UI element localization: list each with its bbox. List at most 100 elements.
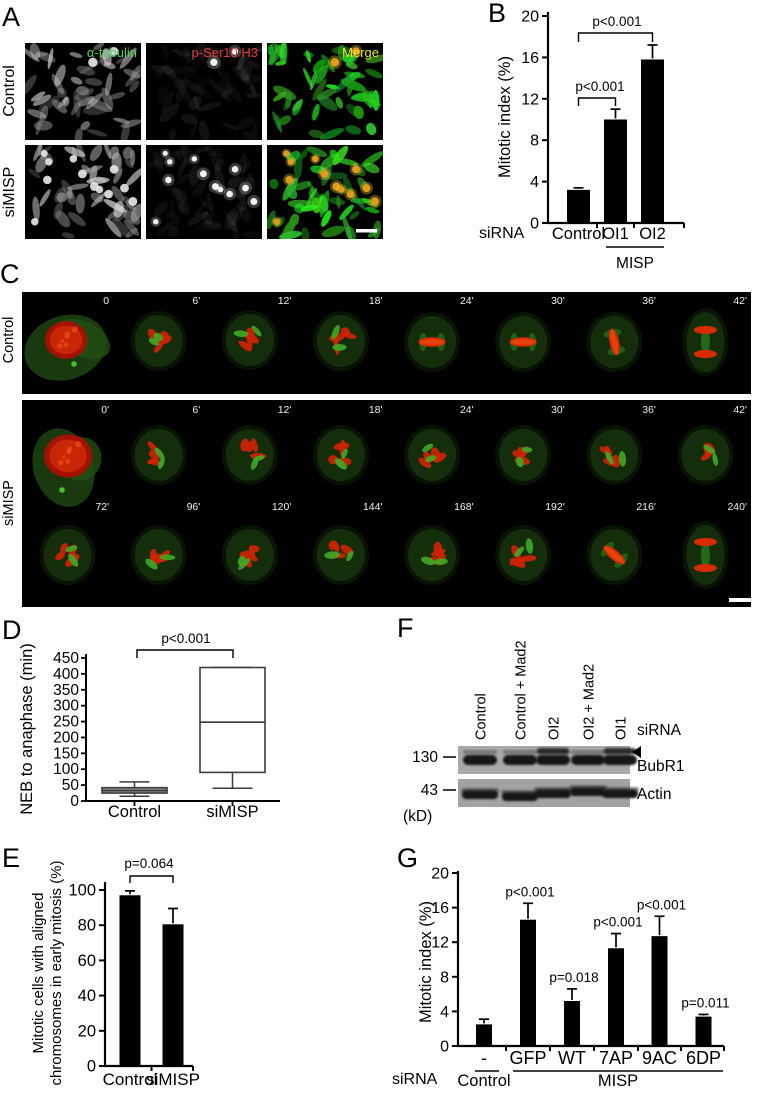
panel-a-scale-bar (356, 229, 377, 233)
svg-text:250: 250 (53, 714, 79, 731)
svg-text:36': 36' (642, 295, 656, 307)
svg-text:-: - (481, 1048, 487, 1068)
panel-a-col-label-tubulin: α-tubulin (86, 45, 137, 60)
svg-text:0: 0 (440, 1039, 449, 1056)
panel-b-y-axis-title: Mitotic index (%) (496, 56, 514, 178)
svg-text:6DP: 6DP (686, 1048, 721, 1068)
svg-text:OI2: OI2 (639, 225, 666, 243)
svg-text:4: 4 (440, 1004, 449, 1021)
panel-e-y-axis-title-line1: Mitotic cells with aligned (30, 892, 47, 1054)
svg-text:6': 6' (192, 404, 200, 416)
svg-text:OI1: OI1 (614, 717, 630, 740)
panel-g-group-label-misp: MISP (597, 1072, 639, 1090)
svg-text:16: 16 (431, 900, 449, 917)
svg-text:8: 8 (440, 969, 449, 986)
svg-text:0: 0 (87, 1058, 96, 1076)
panel-e-label: E (2, 843, 21, 873)
svg-text:Control: Control (474, 693, 490, 740)
svg-text:0: 0 (70, 793, 79, 810)
panel-f-blot: Control Control + Mad2 OI2 OI2 + Mad2 OI1 (443, 640, 641, 807)
svg-text:144': 144' (363, 501, 383, 513)
panel-f-band-label-bubr1: BubR1 (637, 758, 685, 775)
panel-e-y-axis-title: Mitotic cells with aligned chromosomes i… (30, 853, 66, 1093)
panel-g-y-axis-title: Mitotic index (%) (417, 901, 435, 1023)
panel-f-sirna-label: siRNA (637, 722, 681, 739)
panel-a-row-label-control: Control (1, 65, 18, 117)
panel-c-row-label-control: Control (1, 316, 17, 364)
micrograph-a-1-tubulin (25, 145, 141, 239)
timelapse-control-strip (22, 292, 751, 394)
micrograph-a-0-pser10h3 (146, 43, 262, 140)
svg-text:400: 400 (53, 666, 79, 683)
svg-text:4: 4 (530, 174, 539, 191)
svg-text:OI1: OI1 (602, 225, 629, 243)
svg-text:p<0.001: p<0.001 (637, 897, 686, 912)
svg-text:20: 20 (431, 866, 449, 883)
svg-text:Control: Control (552, 225, 605, 243)
panel-g-group-label-control: Control (457, 1072, 511, 1090)
panel-c-row-label-simisp: siMISP (1, 480, 17, 526)
svg-text:siMISP: siMISP (206, 803, 258, 821)
svg-text:12': 12' (278, 295, 292, 307)
svg-text:96': 96' (187, 501, 201, 513)
svg-text:Control: Control (103, 1070, 158, 1089)
svg-text:42': 42' (733, 404, 747, 416)
svg-text:40: 40 (78, 987, 96, 1005)
svg-text:30': 30' (551, 404, 565, 416)
panel-f-label: F (397, 613, 414, 643)
panel-g-sirna-label: siRNA (392, 1071, 438, 1088)
panel-a-col-label-pser10h3: p-Ser10 H3 (191, 45, 258, 60)
svg-text:Control + Mad2: Control + Mad2 (514, 640, 530, 740)
svg-text:50: 50 (62, 777, 80, 794)
panel-d-y-axis-title: NEB to anaphase (min) (18, 643, 36, 815)
svg-text:216': 216' (636, 501, 656, 513)
svg-text:80: 80 (78, 917, 96, 935)
svg-text:30': 30' (551, 295, 565, 307)
svg-text:100: 100 (68, 882, 96, 900)
micrograph-a-0-tubulin (25, 43, 141, 140)
svg-text:20: 20 (521, 9, 539, 26)
svg-text:120': 120' (272, 501, 292, 513)
svg-text:p<0.001: p<0.001 (592, 14, 641, 29)
panel-a-col-label-merge: Merge (342, 45, 379, 60)
svg-text:12: 12 (521, 91, 539, 108)
svg-text:p<0.001: p<0.001 (505, 884, 554, 899)
svg-text:p=0.011: p=0.011 (681, 995, 729, 1010)
panel-g-label: G (397, 843, 419, 873)
svg-text:p<0.001: p<0.001 (161, 631, 210, 646)
svg-text:siMISP: siMISP (146, 1070, 200, 1089)
svg-text:60: 60 (78, 952, 96, 970)
micrograph-a-0-merge (267, 43, 383, 140)
panel-a-label: A (2, 2, 21, 32)
svg-text:p<0.001: p<0.001 (593, 915, 642, 930)
svg-text:9AC: 9AC (642, 1048, 677, 1068)
svg-text:18': 18' (369, 295, 383, 307)
panel-f-band-label-actin: Actin (637, 786, 672, 803)
micrograph-a-1-merge (267, 145, 383, 239)
svg-text:GFP: GFP (509, 1048, 546, 1068)
micrograph-a-1-pser10h3 (146, 145, 262, 239)
panel-a-row-label-simisp: siMISP (1, 166, 18, 218)
panel-c-label: C (0, 259, 20, 289)
svg-text:OI2: OI2 (547, 717, 563, 740)
panel-c-scale-bar (729, 598, 751, 602)
panel-f-marker-43: 43 (420, 782, 438, 799)
svg-text:p=0.064: p=0.064 (124, 856, 174, 871)
svg-text:7AP: 7AP (599, 1048, 633, 1068)
panel-f-kd-label: (kD) (403, 808, 433, 825)
svg-text:0: 0 (530, 216, 539, 233)
svg-text:192': 192' (545, 501, 565, 513)
svg-text:200: 200 (53, 729, 79, 746)
svg-text:Control: Control (108, 803, 161, 821)
svg-text:168': 168' (454, 501, 474, 513)
svg-text:0: 0 (103, 295, 109, 307)
svg-text:0': 0' (101, 404, 109, 416)
svg-text:300: 300 (53, 698, 79, 715)
svg-text:16: 16 (521, 50, 539, 67)
svg-text:18': 18' (369, 404, 383, 416)
svg-text:6': 6' (192, 295, 200, 307)
svg-text:p=0.018: p=0.018 (549, 970, 598, 985)
svg-text:WT: WT (558, 1048, 586, 1068)
